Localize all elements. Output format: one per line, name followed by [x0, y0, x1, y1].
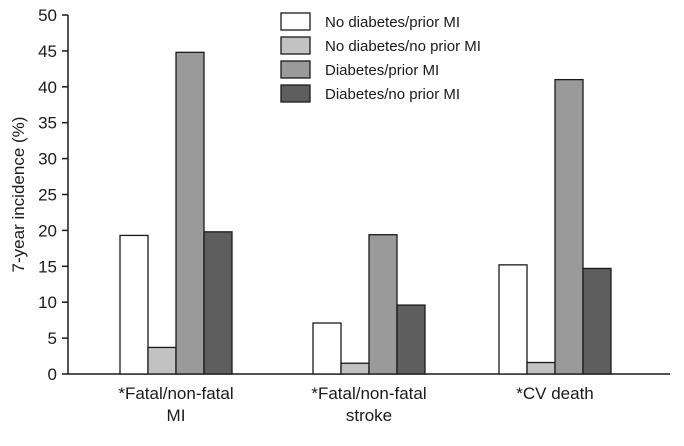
- y-tick-label: 10: [38, 293, 57, 312]
- x-category-label: *CV death: [516, 384, 594, 403]
- y-tick-label: 30: [38, 150, 57, 169]
- bar: [368, 234, 398, 375]
- y-tick-label: 45: [38, 42, 57, 61]
- bar: [312, 322, 342, 375]
- bar: [147, 346, 177, 375]
- x-category-label: stroke: [346, 406, 392, 425]
- y-tick-label: 0: [48, 365, 57, 384]
- legend-swatch: [280, 60, 311, 79]
- bars: [119, 51, 612, 375]
- legend-swatch: [280, 84, 311, 103]
- x-category-label: *Fatal/non-fatal: [311, 384, 426, 403]
- legend-swatch: [280, 12, 311, 31]
- y-tick-label: 50: [38, 6, 57, 25]
- x-category-label: MI: [167, 406, 186, 425]
- legend-label: Diabetes/no prior MI: [325, 86, 460, 103]
- bar: [340, 362, 370, 375]
- legend-swatch: [280, 36, 311, 55]
- legend-label: Diabetes/prior MI: [325, 62, 439, 79]
- bar: [498, 264, 528, 375]
- bar: [119, 234, 149, 375]
- y-tick-label: 5: [48, 329, 57, 348]
- bar: [396, 304, 426, 375]
- bar: [582, 267, 612, 375]
- y-tick-label: 20: [38, 221, 57, 240]
- y-tick-label: 15: [38, 257, 57, 276]
- y-axis: 0 5 10 15 20 25 30 35 40 45 50: [38, 6, 69, 384]
- bar: [203, 231, 233, 375]
- x-category-label: *Fatal/non-fatal: [118, 384, 233, 403]
- bar: [175, 51, 205, 375]
- y-tick-label: 25: [38, 186, 57, 205]
- legend-label: No diabetes/no prior MI: [325, 38, 481, 55]
- bar: [554, 78, 584, 375]
- category-labels: *Fatal/non-fatal MI *Fatal/non-fatal stroke…: [118, 384, 593, 425]
- y-axis-label: 7-year incidence (%): [9, 117, 28, 273]
- y-tick-label: 40: [38, 78, 57, 97]
- legend: No diabetes/prior MI No diabetes/no prior…: [280, 12, 481, 103]
- y-tick-label: 35: [38, 114, 57, 133]
- legend-label: No diabetes/prior MI: [325, 14, 460, 31]
- bar: [526, 361, 556, 375]
